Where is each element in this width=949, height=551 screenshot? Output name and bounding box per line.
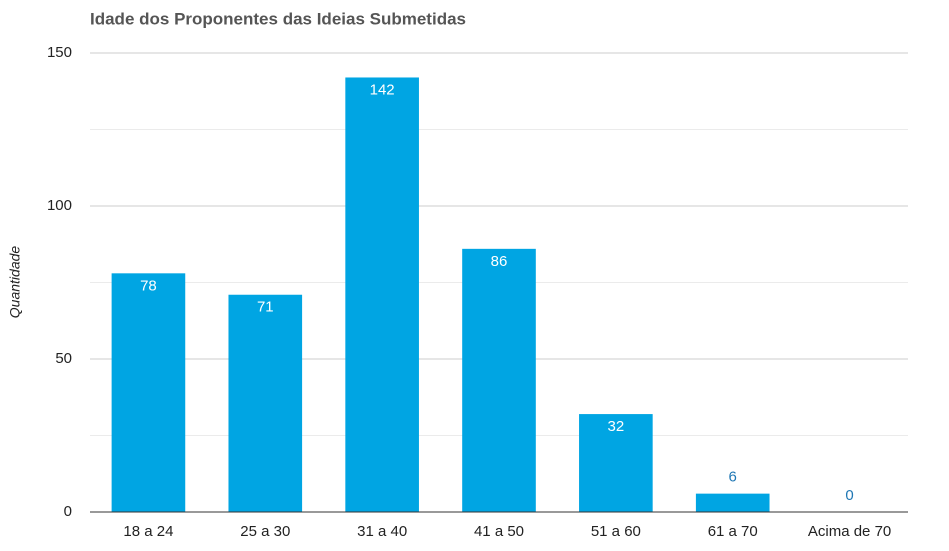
y-tick-label: 50 — [55, 350, 72, 367]
x-tick-label: 31 a 40 — [357, 523, 407, 540]
data-label: 71 — [257, 299, 274, 316]
data-label: 86 — [491, 253, 508, 270]
bar — [228, 294, 303, 512]
chart-title: Idade dos Proponentes das Ideias Submeti… — [90, 9, 466, 28]
y-tick-label: 150 — [47, 44, 72, 61]
data-label: 6 — [729, 469, 737, 486]
y-tick-label: 0 — [64, 503, 72, 520]
bar — [462, 248, 536, 512]
bar — [111, 273, 186, 512]
y-axis-label: Quantidade — [7, 246, 23, 319]
x-tick-label: 51 a 60 — [591, 523, 641, 540]
data-label: 0 — [845, 487, 853, 504]
x-tick-label: 18 a 24 — [123, 523, 173, 540]
x-tick-label: 25 a 30 — [240, 523, 290, 540]
bar — [345, 77, 419, 512]
x-tick-label: Acima de 70 — [808, 523, 891, 540]
bar — [579, 414, 653, 512]
data-label: 78 — [140, 277, 157, 294]
bar — [695, 493, 770, 512]
data-label: 32 — [608, 418, 625, 435]
data-label: 142 — [370, 81, 395, 98]
x-tick-label: 61 a 70 — [708, 523, 758, 540]
x-tick-label: 41 a 50 — [474, 523, 524, 540]
y-tick-label: 100 — [47, 197, 72, 214]
